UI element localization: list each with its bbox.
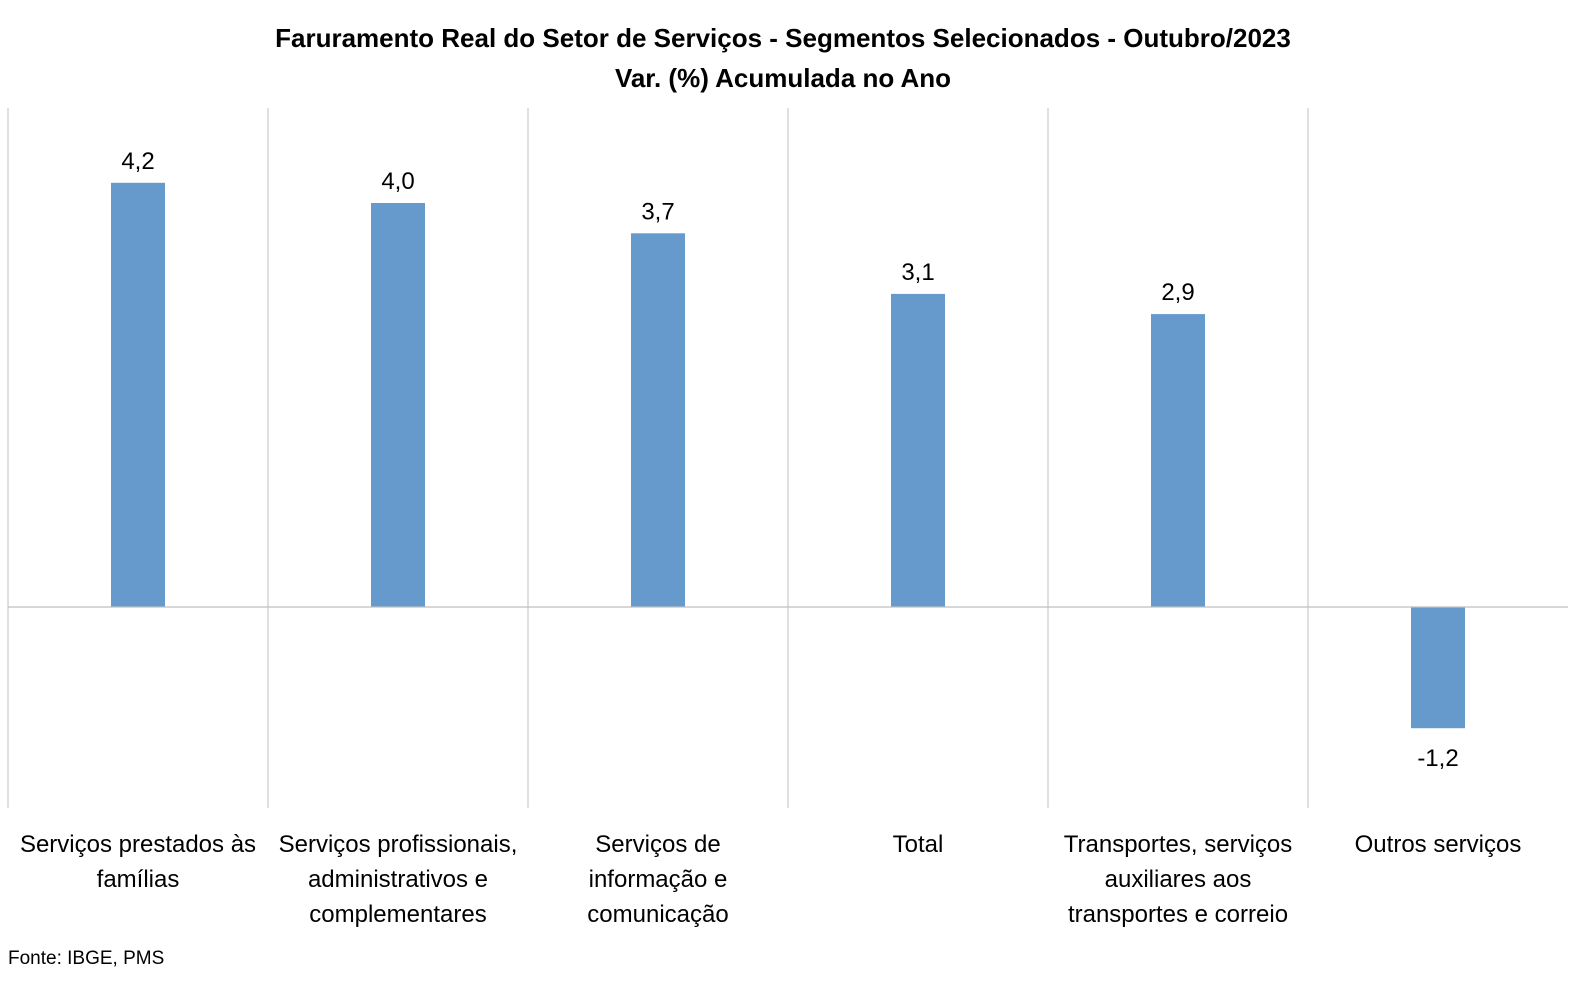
category-separators: [7, 108, 1309, 808]
bar: [1411, 607, 1465, 729]
category-label: Serviços de: [595, 831, 720, 858]
category-label: informação e: [589, 866, 728, 893]
chart-title-line: Var. (%) Acumulada no Ano: [615, 63, 951, 93]
value-label: 3,1: [901, 259, 934, 286]
value-label: 4,2: [121, 148, 154, 175]
category-label: transportes e correio: [1068, 901, 1288, 928]
value-label: 4,0: [381, 168, 414, 195]
category-label: Outros serviços: [1355, 831, 1522, 858]
category-labels: Serviços prestados às famílias Serviços pr…: [20, 831, 1521, 928]
category-label: Serviços profissionais,: [279, 831, 518, 858]
category-label: auxiliares aos: [1105, 866, 1252, 893]
bar: [891, 293, 945, 607]
category-label: famílias: [97, 866, 180, 893]
category-label: Total: [893, 831, 944, 858]
value-label: 2,9: [1161, 279, 1194, 306]
value-label: 3,7: [641, 198, 674, 225]
bar: [111, 182, 165, 608]
value-label: -1,2: [1417, 745, 1458, 772]
category-label: Transportes, serviços: [1064, 831, 1293, 858]
category-label: complementares: [309, 901, 486, 928]
source-note: Fonte: IBGE, PMS: [8, 948, 165, 969]
category-label: Serviços prestados às: [20, 831, 256, 858]
chart-title: Faruramento Real do Setor de Serviços - …: [275, 23, 1291, 93]
category-label: administrativos e: [308, 866, 488, 893]
bar: [1151, 314, 1205, 607]
category-label: comunicação: [587, 901, 728, 928]
bars: [111, 182, 1465, 729]
chart-title-line: Faruramento Real do Setor de Serviços - …: [275, 23, 1291, 53]
bar: [371, 203, 425, 607]
bar: [631, 233, 685, 608]
value-labels: 4,2 4,0 3,7 3,1 2,9 -1,2: [121, 148, 1458, 772]
